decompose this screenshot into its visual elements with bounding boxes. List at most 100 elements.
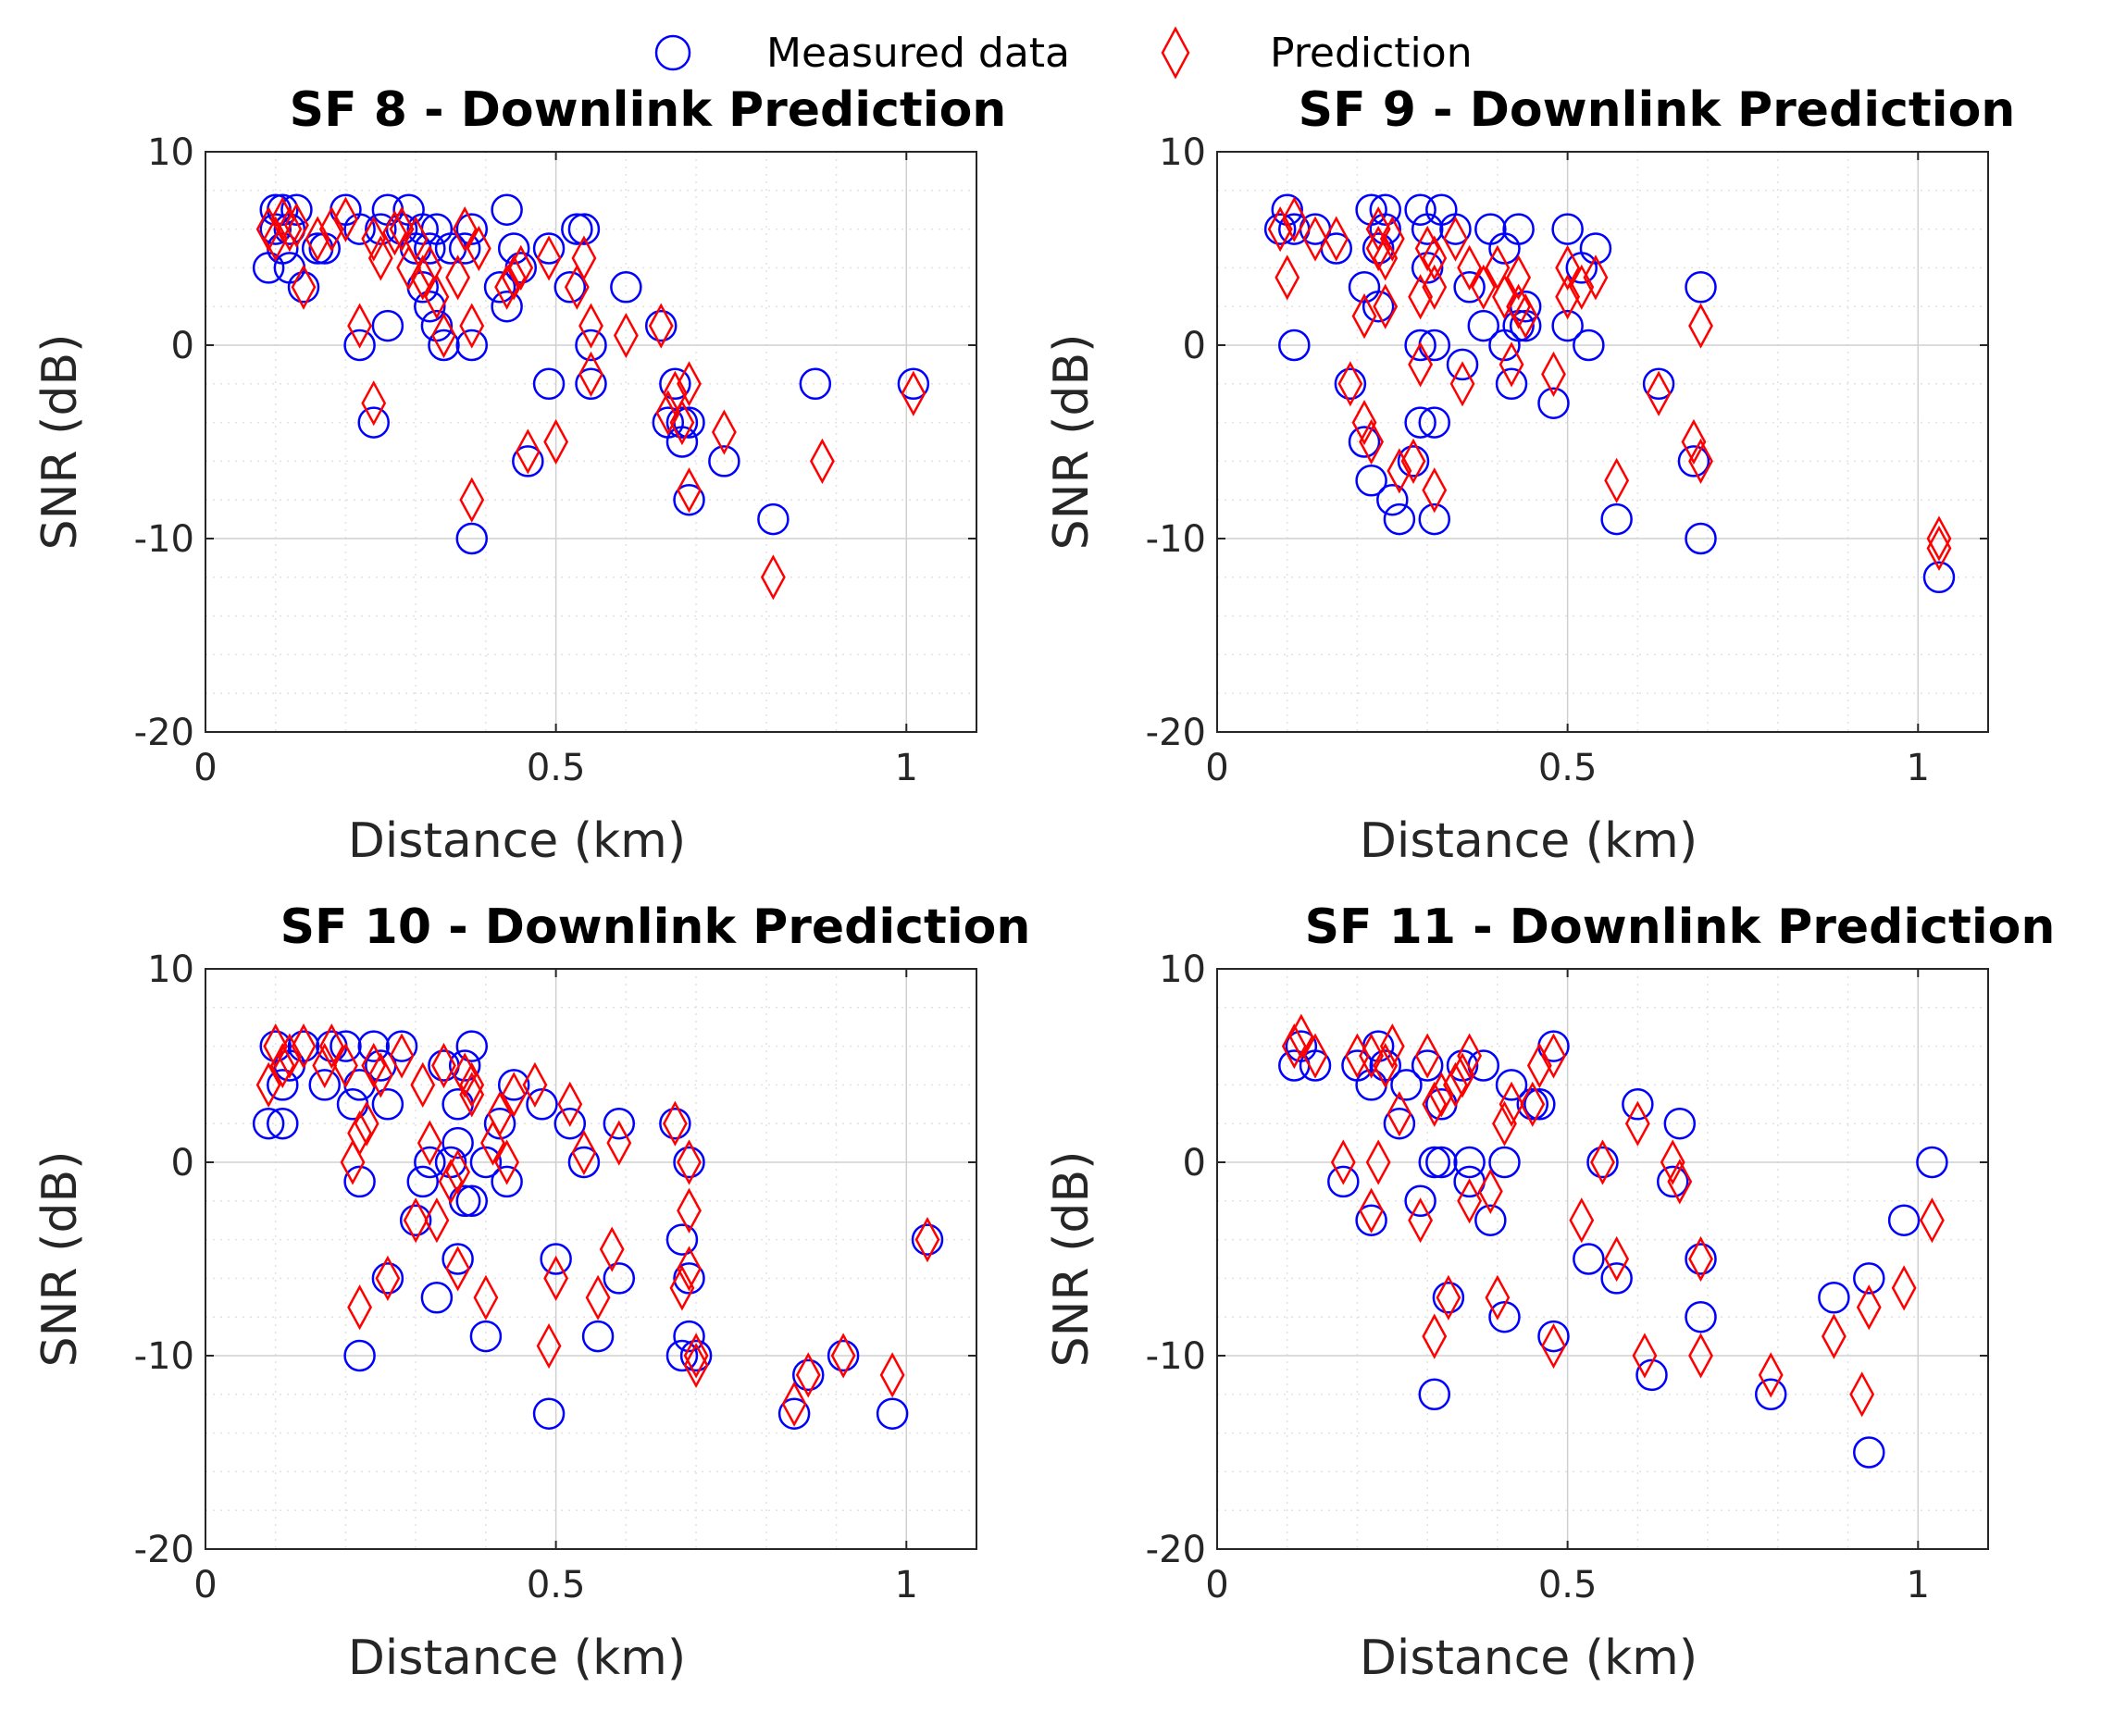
measured-point [673, 483, 705, 516]
prediction-point [536, 235, 562, 281]
prediction-point [1359, 1187, 1385, 1234]
prediction-point [677, 361, 702, 407]
y-tick-label: -10 [1146, 1335, 1206, 1378]
prediction-point [1492, 274, 1517, 320]
prediction-point [459, 303, 485, 349]
prediction-point [1457, 1033, 1483, 1079]
prediction-point [277, 205, 303, 253]
x-axis-label: Distance (km) [348, 813, 686, 869]
y-tick-label: -20 [1146, 712, 1206, 754]
prediction-point [1555, 244, 1581, 291]
prediction-point [473, 1274, 499, 1321]
measured-point [708, 445, 740, 477]
measured-point [1579, 232, 1612, 265]
measured-point [491, 1165, 523, 1198]
prediction-point [1506, 254, 1532, 301]
measured-point [371, 1262, 404, 1295]
prediction-point [1281, 196, 1307, 242]
measured-point [526, 1088, 558, 1121]
prediction-point [536, 1322, 562, 1370]
axes-box [205, 151, 977, 733]
prediction-point [1408, 341, 1434, 388]
measured-point [1488, 1300, 1521, 1333]
prediction-point [809, 438, 835, 485]
prediction-point [1485, 1274, 1511, 1321]
prediction-point [318, 205, 344, 253]
prediction-point [1590, 1139, 1615, 1185]
measured-point [491, 193, 523, 226]
prediction-point [655, 390, 681, 436]
measured-point [1418, 502, 1451, 536]
prediction-point [1506, 283, 1532, 329]
measured-point [876, 1397, 909, 1430]
measured-point [1383, 502, 1416, 536]
measured-point [371, 1088, 404, 1121]
measured-point [532, 232, 566, 265]
measured-point [665, 426, 699, 458]
plot-area [205, 152, 976, 732]
measured-point [575, 329, 607, 362]
measured-point [897, 367, 930, 401]
prediction-point [1604, 457, 1630, 503]
measured-point [1642, 367, 1675, 401]
prediction-point [1457, 244, 1483, 291]
prediction-point [361, 380, 387, 427]
measured-point [1916, 1146, 1948, 1179]
measured-point [1355, 465, 1387, 497]
prediction-point [683, 1333, 709, 1379]
y-tick-label: -20 [134, 712, 194, 754]
measured-point [1551, 213, 1584, 245]
prediction-point [1422, 1313, 1448, 1359]
subplot-sf11: 0 0.5 1 10 0 -10 -20 Distance (km) SNR (dB) SF 11… [1044, 899, 2055, 1686]
prediction-point [410, 254, 436, 301]
prediction-point [340, 1139, 366, 1185]
prediction-point [1758, 1352, 1784, 1398]
measured-point [911, 1223, 944, 1256]
measured-point [603, 1262, 636, 1295]
prediction-point [1373, 235, 1399, 281]
y-axis-label: SNR (dB) [1044, 334, 1100, 551]
x-tick-label: 0.5 [527, 747, 586, 789]
prediction-point [403, 216, 429, 262]
prediction-point [1624, 1100, 1650, 1147]
prediction-point [291, 264, 317, 310]
prediction-point [1422, 467, 1448, 514]
measured-point [428, 329, 460, 362]
measured-point [532, 1397, 566, 1430]
subplot-title: SF 9 - Downlink Prediction [1299, 82, 2016, 138]
prediction-point [571, 235, 597, 281]
prediction-point [795, 1352, 821, 1398]
y-tick-label: -20 [1146, 1529, 1206, 1571]
prediction-point [1436, 1274, 1461, 1321]
prediction-point [1660, 1139, 1685, 1185]
measured-point [483, 1107, 516, 1140]
prediction-point [1302, 1033, 1328, 1079]
prediction-point [760, 554, 786, 601]
measured-point [1334, 367, 1367, 401]
prediction-point [1688, 303, 1713, 349]
prediction-point [879, 1352, 905, 1398]
prediction-point [389, 1033, 415, 1079]
measured-point [1537, 387, 1570, 419]
prediction-point [1583, 254, 1609, 301]
prediction-point [1541, 1033, 1566, 1079]
measured-point [1383, 1107, 1416, 1140]
prediction-point [1891, 1265, 1917, 1311]
measured-point [1397, 445, 1430, 477]
prediction-point [487, 1091, 513, 1137]
prediction-point [431, 312, 456, 359]
prediction-point [1351, 293, 1377, 340]
prediction-point [312, 1042, 338, 1089]
plot-area [1217, 152, 1988, 732]
prediction-point [255, 205, 281, 253]
prediction-point [1337, 361, 1363, 407]
prediction-point [543, 1255, 569, 1302]
y-tick-label: 0 [171, 325, 194, 367]
prediction-point [1492, 1100, 1517, 1147]
measured-point [441, 1126, 474, 1159]
measured-point [1754, 1378, 1787, 1411]
axes-box [205, 968, 977, 1550]
prediction-point [424, 1197, 450, 1244]
measured-point [1635, 1358, 1668, 1392]
measured-point [287, 1030, 320, 1062]
